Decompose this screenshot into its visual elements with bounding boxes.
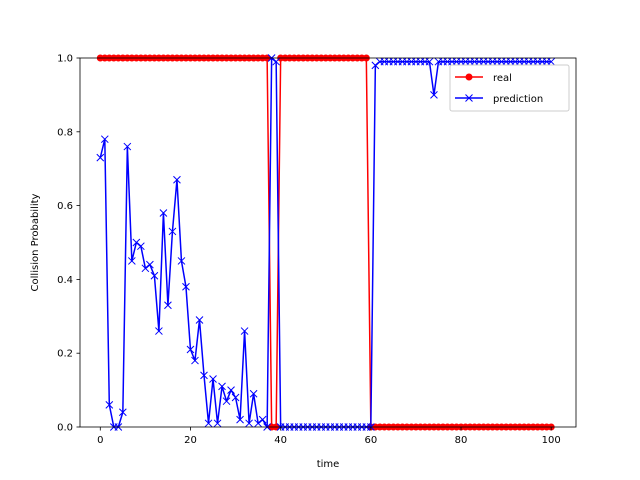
- legend-prediction-marker: [465, 94, 473, 102]
- x-tick-label: 40: [274, 435, 287, 446]
- y-tick-label: 0.2: [57, 349, 73, 360]
- axis-ticks: 0 20 40 60 80 100 0.0 0.2 0.4 0.6 0.8 1.0: [57, 54, 561, 447]
- series-prediction-point: [141, 264, 150, 273]
- series-prediction-point: [254, 419, 262, 428]
- series-prediction-point: [164, 301, 172, 310]
- y-tick-label: 0.6: [57, 201, 73, 212]
- y-tick-label: 0.8: [57, 127, 73, 138]
- legend-real-marker: [465, 73, 473, 81]
- legend: real prediction: [449, 64, 570, 112]
- series-prediction-point: [218, 382, 226, 391]
- series-prediction-point: [132, 238, 141, 247]
- series-prediction-point: [425, 57, 434, 66]
- y-tick-label: 0.4: [57, 275, 73, 286]
- x-tick-label: 0: [97, 435, 103, 446]
- series-prediction-point: [222, 397, 231, 406]
- series-prediction-point: [105, 401, 114, 409]
- series-prediction-point: [191, 356, 199, 365]
- series-prediction-point: [371, 61, 380, 70]
- series-prediction-point: [150, 271, 159, 280]
- series-prediction-point: [128, 257, 136, 265]
- series-prediction-point: [213, 419, 222, 428]
- series-prediction-point: [159, 209, 168, 217]
- x-tick-label: 20: [184, 435, 197, 446]
- series-prediction-point: [240, 327, 249, 335]
- series-prediction-point: [195, 316, 204, 324]
- series-prediction-point: [272, 57, 280, 66]
- x-axis-label: time: [317, 459, 340, 470]
- legend-prediction-label: prediction: [493, 94, 543, 105]
- y-tick-label: 0.0: [57, 423, 73, 434]
- x-tick-label: 80: [455, 435, 468, 446]
- series-prediction-point: [96, 153, 105, 162]
- series-prediction-point: [204, 419, 213, 428]
- series-prediction-point: [182, 282, 190, 291]
- series-prediction-point: [430, 91, 438, 99]
- series-prediction-point: [231, 393, 240, 402]
- series-prediction-point: [249, 389, 258, 398]
- series-prediction-point: [100, 135, 109, 144]
- series-prediction-point: [245, 419, 253, 428]
- series-prediction-point: [146, 260, 154, 269]
- series-prediction-point: [227, 386, 235, 394]
- series-prediction-point: [137, 242, 145, 251]
- series-prediction-point: [209, 375, 217, 383]
- series-prediction-point: [186, 345, 195, 354]
- y-tick-label: 1.0: [57, 54, 73, 65]
- x-tick-label: 60: [364, 435, 377, 446]
- x-tick-label: 100: [542, 435, 561, 446]
- series-prediction-point: [118, 408, 127, 417]
- series-prediction-point: [177, 257, 186, 265]
- series-prediction-point: [200, 371, 208, 380]
- series-prediction-point: [547, 57, 556, 66]
- series-prediction-point: [173, 175, 181, 184]
- series-prediction-point: [155, 327, 163, 335]
- y-axis-label: Collision Probability: [30, 193, 41, 291]
- legend-real-label: real: [493, 73, 512, 84]
- axes-frame: [79, 57, 577, 428]
- series-prediction-point: [236, 415, 244, 424]
- series-prediction-point: [258, 415, 267, 424]
- series-prediction-point: [123, 142, 132, 151]
- series-prediction-point: [168, 227, 177, 236]
